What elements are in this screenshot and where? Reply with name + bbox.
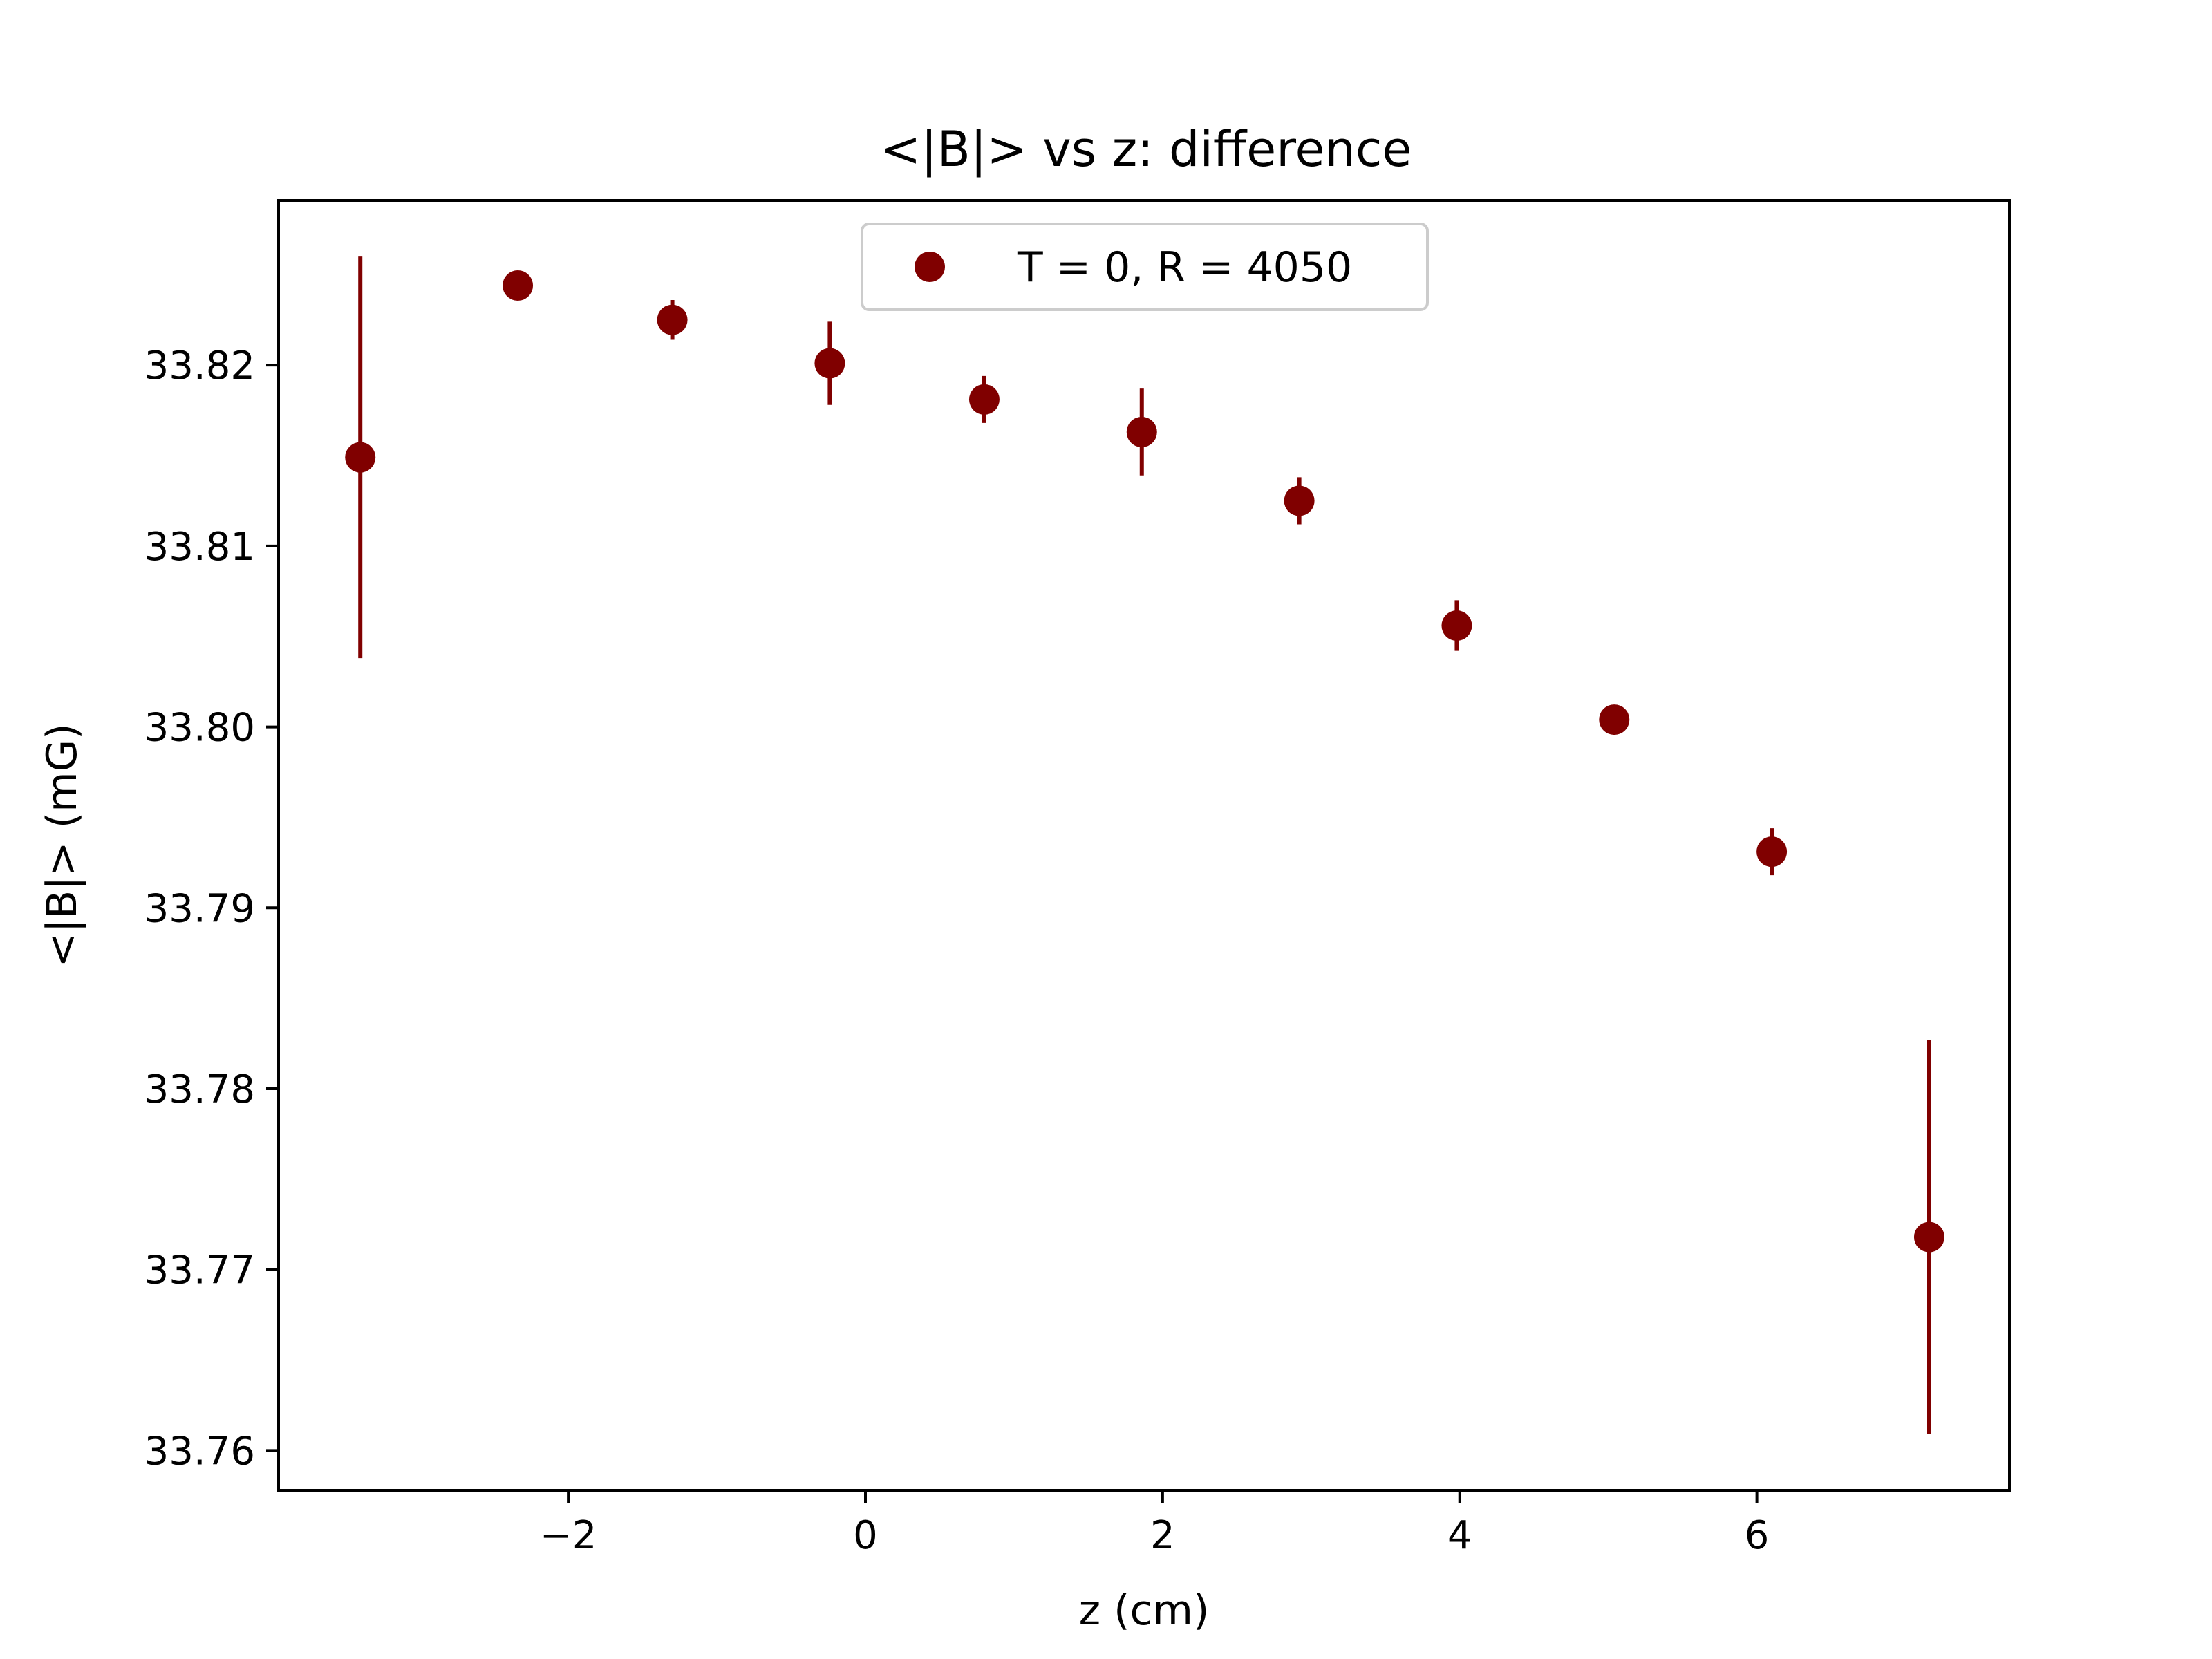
x-axis: −2 0 2 4 6 [540, 1490, 1770, 1558]
legend: T = 0, R = 4050 [861, 223, 1429, 311]
y-tick-label: 33.79 [144, 886, 255, 931]
x-tick-label: 4 [1447, 1513, 1472, 1558]
y-tick-label: 33.76 [144, 1429, 255, 1474]
data-point [814, 348, 845, 379]
x-axis-label: z (cm) [1079, 1586, 1210, 1635]
axes-frame [277, 199, 2011, 1492]
x-tick-label: 6 [1745, 1513, 1770, 1558]
y-tick-label: 33.77 [144, 1248, 255, 1293]
legend-box [861, 223, 1429, 311]
y-axis-label: <|B|> (mG) [38, 724, 86, 968]
data-point [1284, 485, 1315, 516]
legend-marker [915, 252, 945, 282]
data-point [968, 384, 1000, 415]
data-point [657, 304, 688, 335]
data-point [1913, 1221, 1944, 1253]
x-tick-label: 2 [1150, 1513, 1175, 1558]
data-point [503, 270, 534, 301]
chart-title: <|B|> vs z: difference [881, 121, 1412, 178]
data-point [1441, 610, 1472, 641]
x-tick-label: 0 [853, 1513, 878, 1558]
y-tick-label: 33.81 [144, 525, 255, 570]
legend-label: T = 0, R = 4050 [1017, 243, 1352, 292]
y-tick-label: 33.80 [144, 706, 255, 751]
y-tick-label: 33.82 [144, 344, 255, 388]
data-point [1756, 836, 1788, 868]
data-point [1126, 416, 1157, 447]
data-point [345, 442, 376, 473]
y-axis: 33.76 33.77 33.78 33.79 33.80 33.81 33.82 [144, 344, 279, 1474]
y-tick-label: 33.78 [144, 1067, 255, 1112]
x-tick-label: −2 [540, 1513, 597, 1558]
data-point [1599, 704, 1630, 735]
plot-area [345, 256, 1944, 1434]
